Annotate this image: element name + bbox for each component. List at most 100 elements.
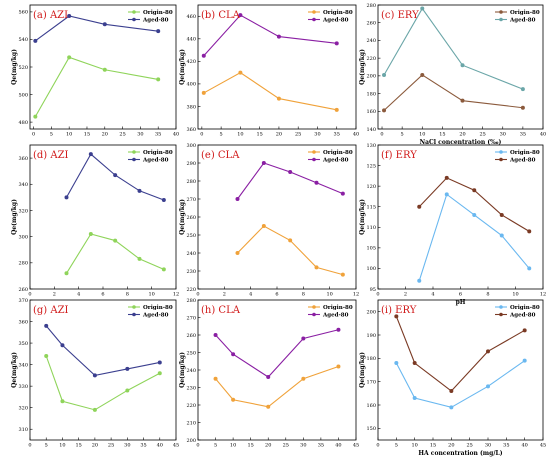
y-tick-label: 170 [366,379,376,385]
y-axis-label: Qe(mg/kg) [179,49,186,85]
data-point [33,38,38,43]
panel-g-azi: 0 5 10 15 20 25 30 35 40 45 310 320 330 340 350 360 370 Q… [11,298,179,449]
y-axis-label: Qe(mg/kg) [359,199,366,235]
x-tick-label: 45 [173,443,179,449]
x-tick-label: 30 [124,443,130,449]
y-tick-label: 220 [186,403,196,409]
data-point [44,323,49,328]
data-point [340,272,345,277]
x-tick-label: 0 [196,292,199,298]
data-point [60,399,65,404]
y-tick-label: 370 [18,298,28,304]
data-point [113,238,118,243]
panel-a-azi: 0 5 10 15 20 25 30 35 40 480 500 520 540 560 Qe(mg/kg)… [11,4,179,138]
data-point [449,405,454,410]
y-tick-label: 560 [18,10,28,16]
data-point [67,55,72,60]
x-tick-label: 6 [459,292,462,298]
data-point [420,6,425,11]
y-tick-label: 520 [18,65,28,71]
y-tick-label: 360 [18,156,28,162]
x-tick-label: 40 [157,443,163,449]
y-tick-label: 280 [186,298,196,304]
plot-frame [377,4,544,130]
series-line-origin-80 [34,56,159,117]
legend-label: Aged-80 [322,18,349,24]
y-tick-label: 350 [18,341,28,347]
x-tick-label: 0 [32,132,35,138]
x-tick-label: 5 [45,443,48,449]
legend-swatch-marker [312,10,316,14]
legend-swatch-marker [499,10,503,14]
data-point [527,266,532,271]
y-tick-label: 310 [18,427,28,433]
x-tick-label: 0 [28,443,31,449]
data-point [231,352,236,357]
x-tick-label: 20 [92,443,98,449]
y-tick-label: 400 [186,82,196,88]
y-tick-label: 340 [18,182,28,188]
x-tick-label: 2 [404,292,407,298]
y-axis-label: Qe(mg/kg) [11,199,18,235]
x-tick-label: 5 [401,132,404,138]
x-tick-label: 35 [520,132,526,138]
y-tick-label: 330 [18,384,28,390]
y-tick-label: 200 [186,438,196,444]
data-point [314,180,319,185]
legend-label: Origin-80 [143,150,173,156]
x-tick-label: 25 [295,132,301,138]
y-tick-label: 180 [366,91,376,97]
legend-swatch-marker [132,17,136,22]
legend-label: Origin-80 [323,10,353,16]
x-tick-label: 35 [334,132,340,138]
legend-swatch-marker [499,17,503,22]
data-point [137,256,142,261]
data-point [301,376,306,381]
panel-d-azi: 0 2 4 6 8 10 12 260 280 300 320 340 360 Qe(mg/kg) Orig… [11,144,179,298]
x-tick-label: 10 [148,292,154,298]
y-tick-label: 95 [370,287,376,293]
legend-swatch-marker [132,150,136,154]
y-axis-label: Qe(mg/kg) [359,352,366,388]
x-tick-label: 20 [265,443,271,449]
data-point [520,87,525,92]
y-tick-label: 360 [18,319,28,325]
y-axis-label: Qe(mg/kg) [359,49,366,85]
x-tick-label: 15 [247,443,253,449]
x-tick-label: 15 [84,132,90,138]
y-tick-label: 240 [186,251,196,257]
y-tick-label: 320 [18,208,28,214]
data-point [460,63,465,68]
x-tick-label: 45 [353,443,359,449]
data-point [266,404,271,409]
series-line-origin-80 [237,225,343,276]
data-point [213,376,218,381]
legend-swatch-marker [132,305,136,309]
legend-swatch-marker [499,305,503,309]
x-tick-label: 30 [300,443,306,449]
x-tick-label: 0 [376,292,379,298]
panel-label: (d) AZI [33,150,69,161]
plot-frame [197,299,357,441]
y-tick-label: 280 [18,261,28,267]
legend-label: Origin-80 [323,150,353,156]
series-line-aged-80 [35,15,159,42]
series-line-aged-80 [395,316,525,392]
y-tick-label: 125 [366,163,376,169]
x-tick-label: 4 [431,292,434,298]
x-tick-label: 4 [249,292,252,298]
data-point [499,212,504,217]
x-tick-label: 0 [380,132,383,138]
legend-label: Aged-80 [509,158,536,164]
data-point [288,238,293,243]
legend-swatch-marker [312,312,316,317]
x-tick-label: 15 [439,132,445,138]
data-point [156,29,161,34]
series-line-origin-80 [395,360,525,408]
data-point [60,343,65,348]
data-point [334,107,339,112]
data-point [157,371,162,376]
plot-frame [197,4,357,130]
x-tick-label: 20 [459,132,465,138]
x-tick-label: 6 [101,292,104,298]
